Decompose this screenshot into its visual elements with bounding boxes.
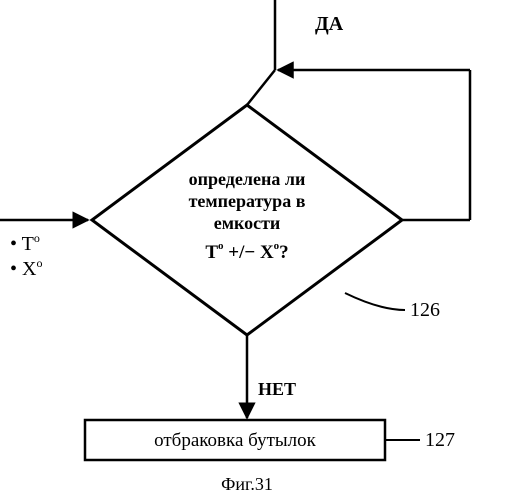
edge-no-label: НЕТ bbox=[258, 379, 296, 399]
decision-text-line1: определена ли bbox=[189, 169, 306, 189]
edge-top-to-diamond bbox=[247, 70, 275, 105]
ref-label-126: 126 bbox=[410, 299, 440, 321]
process-text: отбраковка бутылок bbox=[154, 430, 317, 451]
ref-label-127: 127 bbox=[425, 429, 455, 451]
decision-text-line3: емкости bbox=[214, 213, 281, 233]
side-input-t: • To bbox=[10, 231, 40, 255]
ref-leader-126 bbox=[345, 293, 405, 310]
edge-yes-label: ДА bbox=[315, 13, 344, 35]
figure-caption: Фиг.31 bbox=[221, 474, 273, 494]
decision-text-line2: температура в bbox=[189, 191, 306, 211]
flowchart-svg: ДА • To • Xo определена ли температура в… bbox=[0, 0, 509, 500]
side-input-x: • Xo bbox=[10, 256, 42, 280]
